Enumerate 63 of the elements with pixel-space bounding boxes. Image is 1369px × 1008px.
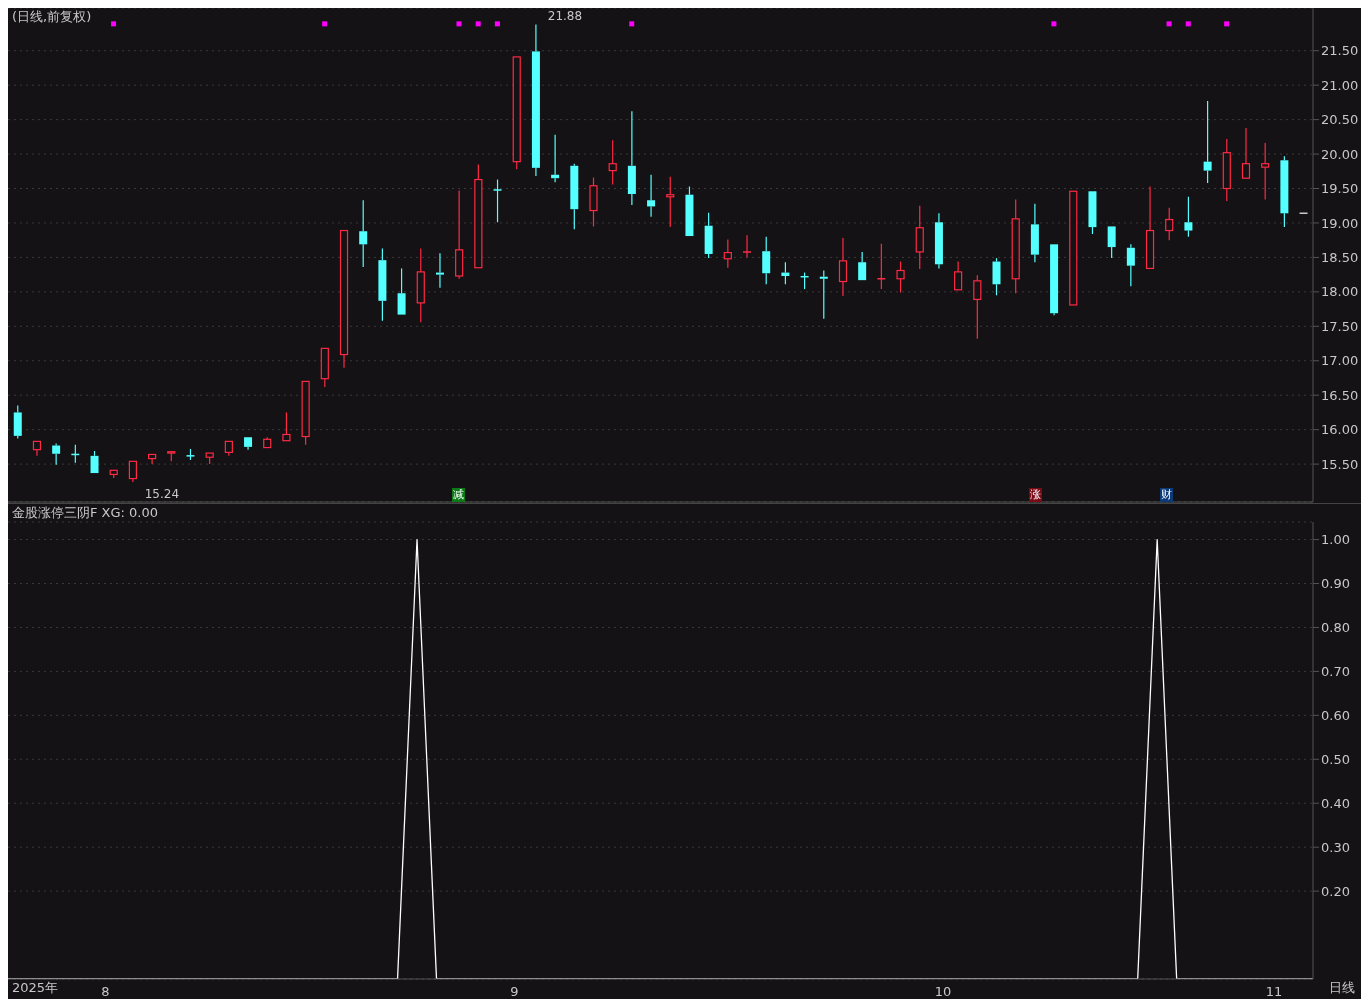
y-tick-label: 16.00 <box>1321 422 1359 438</box>
candlestick <box>1126 243 1135 287</box>
y-tick-label: 0.40 <box>1321 795 1350 811</box>
annotation: 15.24 <box>144 486 180 501</box>
candlestick <box>52 442 61 466</box>
y-tick-label: 17.00 <box>1321 353 1359 369</box>
candlestick <box>954 260 963 291</box>
annotation: 涨 <box>1029 488 1042 502</box>
candlestick <box>685 185 694 237</box>
y-tick-label: 18.50 <box>1321 250 1359 266</box>
x-tick-label: 9 <box>510 984 519 1000</box>
x-tick-label: 11 <box>1265 984 1283 1000</box>
y-tick-label: 0.80 <box>1321 620 1350 636</box>
candlestick <box>1050 244 1059 316</box>
text: 日线 <box>1329 979 1355 997</box>
candlestick <box>1069 190 1078 306</box>
text: 2025年 <box>12 979 59 997</box>
candlestick <box>838 237 848 297</box>
candlestick <box>397 267 406 315</box>
annotation: 减 <box>452 488 465 502</box>
y-tick-label: 1.00 <box>1321 532 1350 548</box>
candlestick <box>435 252 444 289</box>
candlestick <box>1241 127 1251 179</box>
candlestick <box>263 436 272 449</box>
y-tick-label: 0.20 <box>1321 883 1350 899</box>
y-tick-label: 0.60 <box>1321 707 1350 723</box>
candlestick <box>1261 142 1270 201</box>
y-tick-label: 19.50 <box>1321 181 1359 197</box>
candlestick <box>282 411 291 442</box>
y-tick-label: 21.00 <box>1321 77 1359 93</box>
y-tick-label: 20.00 <box>1321 146 1359 162</box>
y-tick-label: 16.50 <box>1321 387 1359 403</box>
candlestick <box>570 163 579 230</box>
candlestick <box>934 212 943 270</box>
y-tick-label: 0.30 <box>1321 839 1350 855</box>
chart-title: 金股涨停三阴F XG: 0.00 <box>12 504 159 522</box>
annotation: 财 <box>1160 488 1173 502</box>
candlestick <box>531 23 540 177</box>
candlestick <box>128 460 137 483</box>
candlestick <box>224 440 233 457</box>
y-tick-label: 0.50 <box>1321 751 1350 767</box>
chart-title: (日线,前复权) <box>12 8 92 26</box>
candlestick <box>416 247 425 323</box>
candlestick <box>148 453 157 465</box>
annotation: 21.88 <box>547 9 583 24</box>
y-tick-label: 17.50 <box>1321 318 1359 334</box>
y-tick-label: 18.00 <box>1321 284 1359 300</box>
y-tick-label: 21.50 <box>1321 43 1359 59</box>
candlestick <box>1030 203 1039 263</box>
candlestick <box>1145 185 1155 270</box>
candlestick <box>359 199 368 268</box>
x-tick-label: 8 <box>101 984 110 1000</box>
candlestick <box>742 234 752 259</box>
candlestick <box>339 229 349 369</box>
candlestick <box>32 440 42 457</box>
x-tick-label: 10 <box>934 984 952 1000</box>
y-tick-label: 20.50 <box>1321 112 1359 128</box>
y-tick-label: 0.70 <box>1321 664 1350 680</box>
candlestick <box>647 174 656 218</box>
y-tick-label: 15.50 <box>1321 456 1359 472</box>
candlestick <box>627 110 636 206</box>
y-tick-label: 19.00 <box>1321 215 1359 231</box>
y-tick-label: 0.90 <box>1321 576 1350 592</box>
